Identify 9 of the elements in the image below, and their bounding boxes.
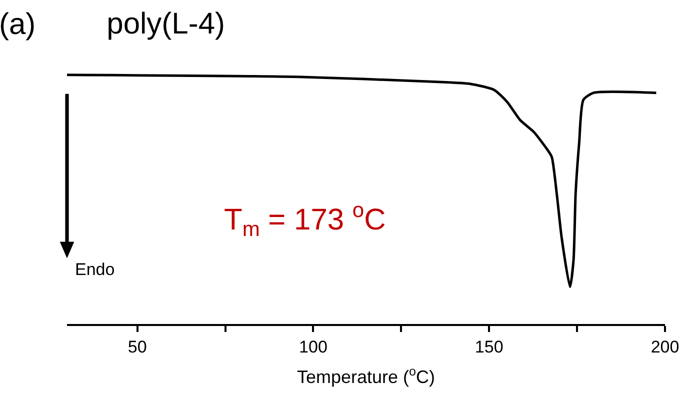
x-tick-label: 150: [474, 337, 504, 356]
annotation: Endo: [75, 260, 115, 279]
x-tick-label: 50: [128, 337, 147, 356]
x-tick-label: 200: [650, 337, 680, 356]
chart-title: poly(L-4): [106, 7, 226, 40]
x-axis-title: Temperature ($^{o}$C): [296, 364, 436, 387]
x-tick-label: 100: [299, 337, 328, 356]
text: (a): [0, 8, 36, 41]
annotation: T$_{m}$ = 173 $^{o}$C: [224, 199, 386, 241]
